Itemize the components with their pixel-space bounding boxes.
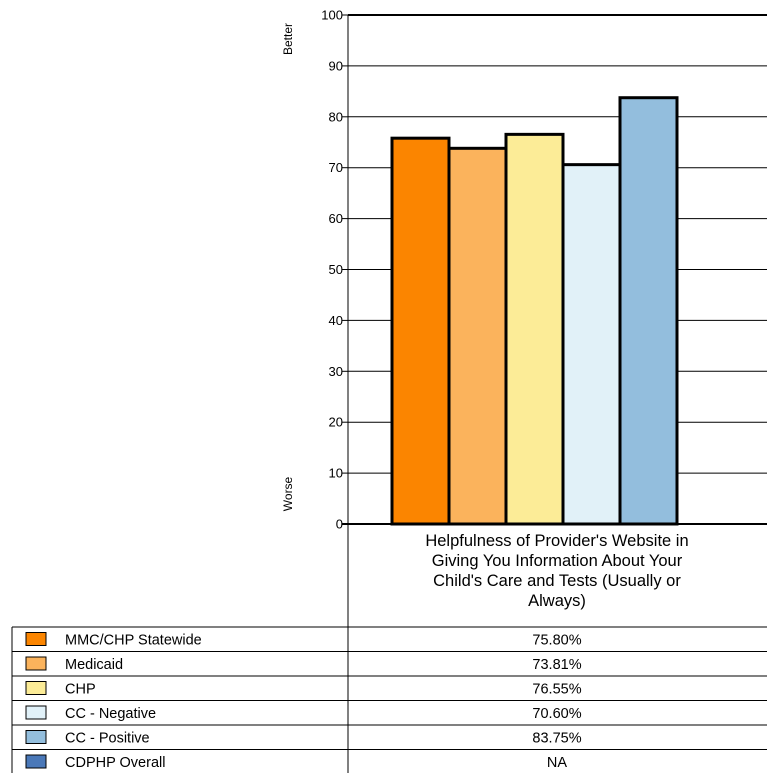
legend-label: CDPHP Overall [65,755,165,771]
legend-label: Medicaid [65,657,123,673]
y-tick-label: 50 [329,262,343,277]
legend-swatch [25,754,47,769]
legend-swatch [25,705,47,720]
category-label-line: Helpfulness of Provider's Website in [425,532,688,550]
y-tick-label: 100 [321,8,343,23]
bar [504,132,565,526]
y-tick-label: 60 [329,211,343,226]
data-label: NA [547,755,567,771]
legend-table: MMC/CHP Statewide 75.80% Medicaid 73.81% CHP… [11,626,767,773]
category-label-line: Always) [528,592,586,610]
axes [342,15,767,773]
bar [447,146,508,526]
category-label: Helpfulness of Provider's Website in Givi… [425,532,688,610]
legend-swatch [25,632,47,646]
legend-swatch [25,730,47,744]
category-label-line: Giving You Information About Your [432,552,683,570]
y-label-better: Better [281,23,295,55]
legend-label: CC - Positive [65,731,150,747]
data-label: 83.75% [532,731,581,747]
y-tick-label: 20 [329,415,343,430]
y-label-worse: Worse [281,476,295,511]
legend-swatch [25,656,47,671]
category-label-line: Child's Care and Tests (Usually or [433,572,681,590]
legend-swatch [25,681,47,695]
y-tick-label: 90 [329,58,343,73]
y-tick-label: 80 [329,109,343,124]
y-tick-label: 10 [329,466,343,481]
data-label: 70.60% [532,706,581,722]
data-label: 75.80% [532,633,581,649]
bar [618,96,679,526]
bar [390,136,451,526]
data-label: 76.55% [532,682,581,698]
data-label: 73.81% [532,657,581,673]
y-tick-label: 40 [329,313,343,328]
bar [561,163,622,526]
legend-label: MMC/CHP Statewide [65,633,202,649]
y-axis-ticks: 0 10 20 30 40 50 60 70 80 90 100 [321,8,348,532]
bars [390,96,679,526]
y-tick-label: 70 [329,160,343,175]
y-tick-label: 30 [329,364,343,379]
legend-label: CC - Negative [65,706,156,722]
y-tick-label: 0 [336,517,343,532]
legend-label: CHP [65,682,96,698]
